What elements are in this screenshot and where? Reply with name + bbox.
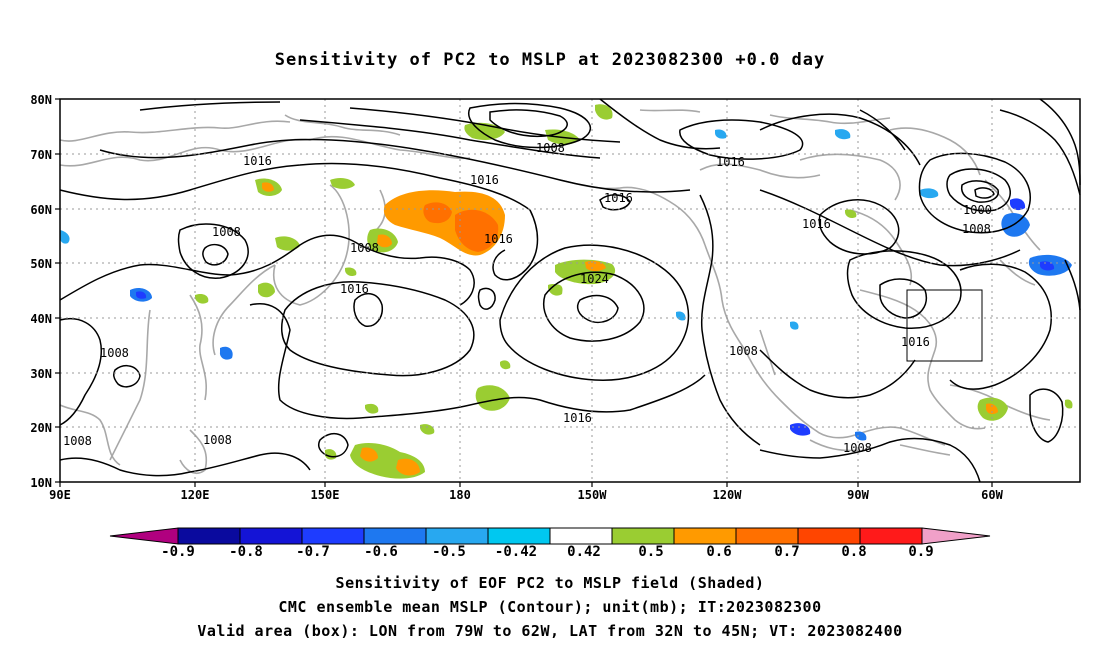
colorbar-segment [797, 527, 861, 545]
colorbar-labels: -0.9 -0.8 -0.7 -0.6 -0.5 -0.42 0.42 0.5 … [161, 544, 934, 560]
contour-labels: 1016 1008 1016 1016 1016 1016 1000 1008 … [63, 141, 992, 455]
contour-label: 1016 [340, 282, 369, 296]
axis-ticks [55, 98, 993, 487]
colorbar-label: 0.8 [841, 544, 866, 560]
lat-label: 10N [30, 476, 52, 490]
longitude-labels: 90E 120E 150E 180 150W 120W 90W 60W [49, 488, 1003, 502]
colorbar-segment [425, 527, 489, 545]
colorbar-label: -0.42 [495, 544, 537, 560]
colorbar-segment [487, 527, 551, 545]
colorbar-segment [177, 527, 241, 545]
graticule [60, 99, 1080, 482]
lon-label: 90E [49, 488, 71, 502]
colorbar-label: -0.6 [364, 544, 398, 560]
colorbar-segment [611, 527, 675, 545]
colorbar-label: 0.6 [706, 544, 731, 560]
lon-label: 60W [981, 488, 1003, 502]
caption-line-2: CMC ensemble mean MSLP (Contour); unit(m… [278, 598, 822, 616]
lat-label: 50N [30, 257, 52, 271]
lon-label: 150W [578, 488, 608, 502]
lat-label: 40N [30, 312, 52, 326]
contour-label: 1008 [100, 346, 129, 360]
contour-label: 1008 [729, 344, 758, 358]
lon-label: 150E [311, 488, 340, 502]
colorbar-segment [239, 527, 303, 545]
map-frame [59, 98, 1081, 483]
contour-label: 1000 [963, 203, 992, 217]
contour-label: 1008 [536, 141, 565, 155]
contour-label: 1016 [604, 191, 633, 205]
colorbar-segment [301, 527, 365, 545]
colorbar-label: -0.5 [432, 544, 466, 560]
colorbar-segment [859, 527, 923, 545]
contour-label: 1016 [470, 173, 499, 187]
colorbar-arrow-high [921, 527, 991, 545]
contour-label: 1016 [484, 232, 513, 246]
caption-line-3: Valid area (box): LON from 79W to 62W, L… [197, 622, 903, 640]
lon-label: 90W [847, 488, 869, 502]
mslp-contours [59, 98, 1081, 483]
contour-label: 1024 [580, 272, 609, 286]
contour-label: 1008 [212, 225, 241, 239]
contour-label: 1016 [243, 154, 272, 168]
latitude-labels: 80N 70N 60N 50N 40N 30N 20N 10N [30, 93, 52, 490]
lat-label: 20N [30, 421, 52, 435]
contour-label: 1016 [716, 155, 745, 169]
contour-label: 1008 [962, 222, 991, 236]
colorbar-label: -0.9 [161, 544, 195, 560]
colorbar-label: -0.8 [229, 544, 263, 560]
colorbar-segment [549, 527, 613, 545]
lat-label: 70N [30, 148, 52, 162]
lon-label: 120E [181, 488, 210, 502]
sensitivity-shading [60, 104, 1073, 479]
lat-label: 80N [30, 93, 52, 107]
lon-label: 120W [713, 488, 743, 502]
coastlines [59, 109, 1051, 475]
contour-label: 1008 [63, 434, 92, 448]
lon-label: 180 [449, 488, 471, 502]
lat-label: 30N [30, 367, 52, 381]
colorbar-arrow-low [109, 527, 179, 545]
colorbar-segment [363, 527, 427, 545]
colorbar-label: 0.42 [567, 544, 601, 560]
caption-line-1: Sensitivity of EOF PC2 to MSLP field (Sh… [335, 574, 765, 592]
colorbar [109, 527, 991, 545]
colorbar-label: 0.7 [774, 544, 799, 560]
colorbar-label: 0.9 [908, 544, 933, 560]
contour-label: 1016 [901, 335, 930, 349]
contour-label: 1008 [350, 241, 379, 255]
contour-label: 1016 [802, 217, 831, 231]
valid-area-box [906, 289, 983, 362]
colorbar-label: 0.5 [638, 544, 663, 560]
contour-label: 1008 [843, 441, 872, 455]
colorbar-segment [673, 527, 737, 545]
contour-label: 1008 [203, 433, 232, 447]
colorbar-label: -0.7 [296, 544, 330, 560]
map-title: Sensitivity of PC2 to MSLP at 2023082300… [274, 50, 826, 70]
lat-label: 60N [30, 203, 52, 217]
contour-label: 1016 [563, 411, 592, 425]
colorbar-segment [735, 527, 799, 545]
